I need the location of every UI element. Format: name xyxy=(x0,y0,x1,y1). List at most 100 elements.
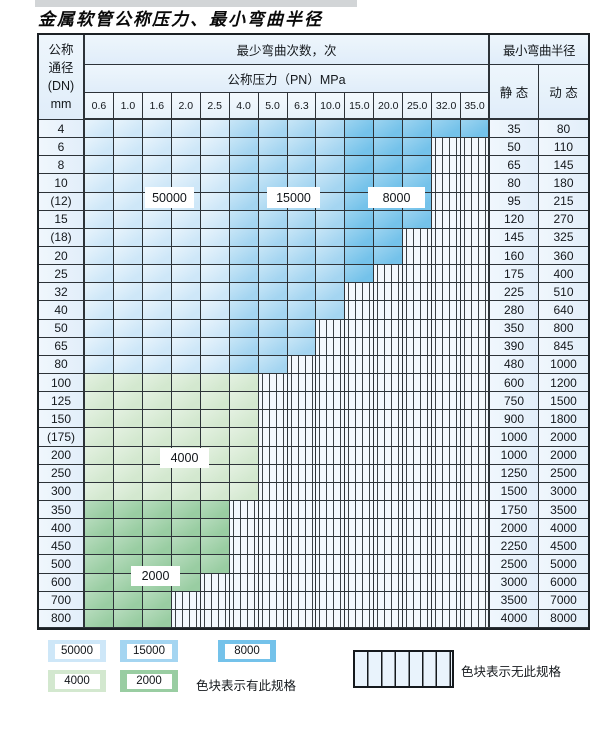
spec-cell-300-1.6 xyxy=(142,482,172,501)
spec-cell-100-4.0 xyxy=(229,373,259,393)
header-nominal-pressure: 公称压力（PN）MPa xyxy=(85,65,490,93)
spec-cell-25-25.0 xyxy=(403,265,433,284)
header-pn-2.0: 2.0 xyxy=(171,93,201,120)
spec-cell-32-20.0 xyxy=(374,283,404,302)
spec-cell-450-1.0 xyxy=(113,537,143,556)
spec-cell-15-15.0 xyxy=(345,210,375,229)
header-pn-25.0: 25.0 xyxy=(403,93,433,120)
dynamic-radius: 2000 xyxy=(539,446,588,465)
spec-cell-150-20.0 xyxy=(374,410,404,429)
spec-cell-32-5.0 xyxy=(258,283,288,302)
spec-cell-400-32.0 xyxy=(432,519,462,538)
spec-cell-15-32.0 xyxy=(432,210,462,229)
spec-cell-300-20.0 xyxy=(374,482,404,501)
header-dynamic: 动 态 xyxy=(539,65,588,120)
dynamic-radius: 2000 xyxy=(539,428,588,447)
spec-cell-6-32.0 xyxy=(432,138,462,157)
header-pn-2.5: 2.5 xyxy=(200,93,230,120)
spec-cell-8-20.0 xyxy=(374,156,404,175)
spec-cell-350-35.0 xyxy=(461,500,490,520)
spec-cell-65-4.0 xyxy=(229,337,259,356)
spec-cell-4-1.0 xyxy=(113,120,143,139)
spec-cell-32-10.0 xyxy=(316,283,346,302)
spec-cell-40-15.0 xyxy=(345,301,375,320)
row-dn: 300 xyxy=(39,482,85,501)
spec-cell-600-15.0 xyxy=(345,573,375,592)
spec-cell-300-1.0 xyxy=(113,482,143,501)
spec-cell-32-0.6 xyxy=(85,283,114,302)
row-dn: 25 xyxy=(39,265,85,284)
spec-cell-350-6.3 xyxy=(287,500,317,520)
spec-cell-50-20.0 xyxy=(374,319,404,338)
spec-cell-4-15.0 xyxy=(345,120,375,139)
spec-cell-400-20.0 xyxy=(374,519,404,538)
spec-cell-50-6.3 xyxy=(287,319,317,338)
dynamic-radius: 1200 xyxy=(539,373,588,393)
spec-cell-350-10.0 xyxy=(316,500,346,520)
spec-cell-80-20.0 xyxy=(374,355,404,374)
header-pn-5.0: 5.0 xyxy=(258,93,288,120)
spec-cell-(18)-4.0 xyxy=(229,228,259,247)
spec-cell-10-15.0 xyxy=(345,174,375,193)
spec-cell-500-2.5 xyxy=(200,555,230,574)
dynamic-radius: 2500 xyxy=(539,464,588,483)
spec-cell-8-25.0 xyxy=(403,156,433,175)
dynamic-radius: 4000 xyxy=(539,519,588,538)
dynamic-radius: 5000 xyxy=(539,555,588,574)
row-dn: (18) xyxy=(39,228,85,247)
dynamic-radius: 80 xyxy=(539,120,588,139)
dynamic-radius: 325 xyxy=(539,228,588,247)
static-radius: 2500 xyxy=(490,555,539,574)
spec-cell-(18)-0.6 xyxy=(85,228,114,247)
static-radius: 3500 xyxy=(490,591,539,610)
legend-block-2000: 2000 xyxy=(120,670,178,692)
spec-cell-40-2.5 xyxy=(200,301,230,320)
header-pn-6.3: 6.3 xyxy=(287,93,317,120)
spec-cell-25-4.0 xyxy=(229,265,259,284)
spec-cell-700-2.5 xyxy=(200,591,230,610)
spec-cell-10-0.6 xyxy=(85,174,114,193)
spec-cell-(175)-6.3 xyxy=(287,428,317,447)
spec-cell-6-20.0 xyxy=(374,138,404,157)
spec-cell-450-0.6 xyxy=(85,537,114,556)
spec-cell-250-32.0 xyxy=(432,464,462,483)
spec-cell-4-2.0 xyxy=(171,120,201,139)
legend-block-50000: 50000 xyxy=(48,640,106,662)
spec-cell-400-4.0 xyxy=(229,519,259,538)
spec-cell-80-10.0 xyxy=(316,355,346,374)
spec-cell-700-20.0 xyxy=(374,591,404,610)
spec-cell-65-6.3 xyxy=(287,337,317,356)
spec-cell-(175)-2.5 xyxy=(200,428,230,447)
spec-cell-(12)-10.0 xyxy=(316,192,346,211)
spec-cell-50-2.0 xyxy=(171,319,201,338)
spec-cell-700-1.0 xyxy=(113,591,143,610)
spec-cell-(175)-32.0 xyxy=(432,428,462,447)
spec-cell-(175)-5.0 xyxy=(258,428,288,447)
spec-cell-125-35.0 xyxy=(461,392,490,411)
spec-cell-10-4.0 xyxy=(229,174,259,193)
row-dn: (12) xyxy=(39,192,85,211)
spec-cell-600-32.0 xyxy=(432,573,462,592)
static-radius: 280 xyxy=(490,301,539,320)
dynamic-radius: 400 xyxy=(539,265,588,284)
spec-cell-400-6.3 xyxy=(287,519,317,538)
row-dn: 8 xyxy=(39,156,85,175)
spec-cell-(18)-32.0 xyxy=(432,228,462,247)
spec-cell-800-2.0 xyxy=(171,609,201,628)
spec-cell-4-0.6 xyxy=(85,120,114,139)
spec-cell-15-6.3 xyxy=(287,210,317,229)
spec-cell-(175)-20.0 xyxy=(374,428,404,447)
spec-cell-8-2.0 xyxy=(171,156,201,175)
spec-cell-700-32.0 xyxy=(432,591,462,610)
spec-cell-25-2.5 xyxy=(200,265,230,284)
spec-cell-200-0.6 xyxy=(85,446,114,465)
spec-cell-15-25.0 xyxy=(403,210,433,229)
spec-cell-300-5.0 xyxy=(258,482,288,501)
spec-cell-(18)-6.3 xyxy=(287,228,317,247)
spec-cell-700-0.6 xyxy=(85,591,114,610)
spec-cell-40-20.0 xyxy=(374,301,404,320)
spec-cell-6-4.0 xyxy=(229,138,259,157)
legend-value: 4000 xyxy=(54,673,100,689)
spec-cell-600-0.6 xyxy=(85,573,114,592)
dynamic-radius: 1800 xyxy=(539,410,588,429)
